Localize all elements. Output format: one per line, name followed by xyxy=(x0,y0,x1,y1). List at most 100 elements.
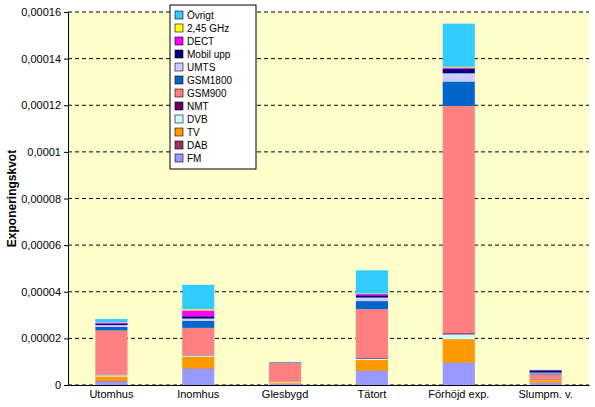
legend-label: DECT xyxy=(187,36,214,47)
y-tick: 0,00016 xyxy=(21,6,68,18)
bar-segment xyxy=(443,73,475,81)
bar-segment xyxy=(182,321,214,328)
y-tick-mark xyxy=(64,105,68,106)
bar-segment xyxy=(95,330,127,374)
y-tick-label: 0,00016 xyxy=(21,6,61,18)
series xyxy=(95,334,561,382)
series xyxy=(95,81,561,374)
y-tick: 0 xyxy=(55,379,68,391)
legend-label: GSM1800 xyxy=(187,75,232,86)
bar-segment xyxy=(95,324,127,325)
series xyxy=(95,333,561,382)
bar-segment xyxy=(356,294,388,295)
y-axis-title: Exponeringskvot xyxy=(5,150,19,247)
legend-label: UMTS xyxy=(187,62,216,73)
bar-segment xyxy=(269,362,301,363)
y-tick-mark xyxy=(64,59,68,60)
legend-label: NMT xyxy=(187,101,209,112)
bar-segment xyxy=(530,370,562,372)
legend-swatch xyxy=(175,50,183,58)
bar-segment xyxy=(530,375,562,380)
bar-segment xyxy=(530,383,562,385)
x-tick: Utomhus xyxy=(89,388,134,400)
bar-segment xyxy=(443,81,475,105)
bar-segment xyxy=(356,359,388,360)
legend-swatch xyxy=(175,76,183,84)
bar-segment xyxy=(356,301,388,309)
legend-label: DAB xyxy=(187,140,208,151)
bar-segment xyxy=(530,369,562,370)
series xyxy=(95,339,561,384)
bar-segment xyxy=(269,362,301,363)
y-axis-line xyxy=(64,13,69,386)
bar-segment xyxy=(95,327,127,330)
y-tick: 0,00014 xyxy=(21,53,68,65)
grid-line xyxy=(68,385,589,386)
bar-segment xyxy=(95,323,127,324)
y-tick-label: 0,0001 xyxy=(27,146,61,158)
y-tick-mark xyxy=(64,292,68,293)
bar-segment xyxy=(530,380,562,382)
legend: Övrigt2,45 GHzDECTMobil uppUMTSGSM1800GS… xyxy=(170,5,256,169)
bar-segment xyxy=(95,382,127,385)
x-tick-label: Slumpm. v. xyxy=(518,388,572,400)
bar-segment xyxy=(95,375,127,376)
y-tick-mark xyxy=(64,152,68,153)
bar-segment xyxy=(443,24,475,67)
y-tick-mark xyxy=(64,199,68,200)
y-tick-label: 0,00002 xyxy=(21,332,61,344)
legend-swatch xyxy=(175,128,183,136)
legend-swatch xyxy=(175,141,183,149)
series xyxy=(95,67,561,370)
x-tick-label: Utomhus xyxy=(89,388,134,400)
bar-segment xyxy=(530,370,562,371)
bar-segment xyxy=(269,362,301,363)
grid-line xyxy=(68,245,589,246)
series xyxy=(95,69,561,373)
y-tick-label: 0,00014 xyxy=(21,53,61,65)
plot-background xyxy=(68,12,589,385)
x-tick-label: Inomhus xyxy=(177,388,220,400)
bar-segment xyxy=(356,298,388,301)
bar-segment xyxy=(443,333,475,334)
bar-segment xyxy=(182,309,214,310)
legend-label: GSM900 xyxy=(187,88,227,99)
x-axis-line xyxy=(69,385,590,386)
bar-segment xyxy=(269,361,301,362)
bar-segment xyxy=(182,355,214,356)
y-axis: 00,000020,000040,000060,000080,00010,000… xyxy=(21,6,68,391)
plot: 00,000020,000040,000060,000080,00010,000… xyxy=(21,5,589,400)
legend-swatch xyxy=(175,102,183,110)
x-tick: Glesbygd xyxy=(262,388,308,400)
y-tick: 0,00012 xyxy=(21,99,68,111)
grid-line xyxy=(68,151,589,152)
x-axis: Utomhus Inomhus Glesbygd Tätort Förhöjd exp.… xyxy=(69,386,590,400)
legend-swatch xyxy=(175,24,183,32)
legend-label: FM xyxy=(187,153,201,164)
bar-segment xyxy=(443,334,475,339)
legend-swatch xyxy=(175,115,183,123)
grid xyxy=(68,12,589,385)
bar-segment xyxy=(530,373,562,374)
x-tick-label: Förhöjd exp. xyxy=(428,388,489,400)
x-tick: Inomhus xyxy=(177,388,220,400)
bar-segment xyxy=(182,319,214,321)
x-tick: Tätort xyxy=(358,388,387,400)
bar-segment xyxy=(530,379,562,380)
grid-line xyxy=(68,105,589,106)
y-tick-label: 0 xyxy=(55,379,61,391)
bar-segment xyxy=(443,339,475,362)
y-tick: 0,00002 xyxy=(21,332,68,344)
y-tick-mark xyxy=(64,12,68,13)
bar-segment xyxy=(95,319,127,322)
bar-segment xyxy=(182,369,214,385)
legend-swatch xyxy=(175,89,183,97)
series xyxy=(95,67,474,323)
bar-segment xyxy=(356,371,388,385)
bar-segment xyxy=(182,285,214,309)
bar-segment xyxy=(269,384,301,385)
grid-line xyxy=(68,291,589,292)
legend-swatch xyxy=(175,63,183,71)
bar-segment xyxy=(530,370,562,371)
x-tick-label: Glesbygd xyxy=(262,388,308,400)
